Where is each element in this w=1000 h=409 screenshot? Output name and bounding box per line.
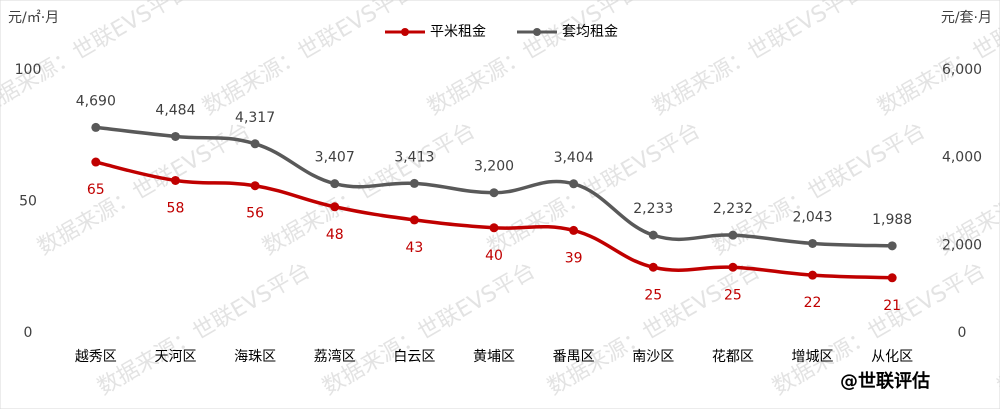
y2-tick-label: 0	[958, 325, 967, 341]
legend-label: 套均租金	[562, 24, 618, 40]
data-label: 2,232	[713, 201, 753, 217]
y-tick-label: 50	[19, 194, 37, 210]
data-label: 1,988	[872, 212, 912, 228]
point	[887, 241, 897, 251]
point	[170, 131, 180, 141]
legend-marker	[401, 28, 409, 36]
x-tick-label: 海珠区	[234, 349, 276, 365]
point	[648, 262, 658, 272]
x-tick-label: 越秀区	[75, 349, 117, 365]
x-tick-label: 南沙区	[632, 349, 674, 365]
data-label: 21	[883, 298, 901, 314]
data-label: 65	[87, 182, 105, 198]
data-label: 2,233	[633, 201, 673, 217]
point	[170, 175, 180, 185]
y2-tick-label: 2,000	[942, 237, 982, 253]
data-label: 39	[565, 250, 583, 266]
point	[569, 179, 579, 189]
point	[648, 230, 658, 240]
legend-marker	[533, 28, 541, 36]
x-tick-label: 从化区	[871, 349, 913, 365]
point	[91, 122, 101, 132]
point	[250, 139, 260, 149]
point	[728, 262, 738, 272]
point	[808, 270, 818, 280]
x-tick-label: 荔湾区	[314, 348, 356, 365]
point	[808, 238, 818, 248]
y-tick-label: 100	[15, 62, 42, 78]
point	[330, 179, 340, 189]
point	[489, 188, 499, 198]
data-label: 25	[644, 287, 662, 303]
y2-axis-label: 元/套·月	[941, 10, 992, 26]
data-label: 58	[167, 200, 185, 216]
data-label: 4,317	[235, 110, 275, 126]
data-label: 4,690	[76, 93, 116, 109]
point	[489, 223, 499, 233]
data-label: 3,200	[474, 159, 514, 175]
point	[91, 157, 101, 167]
point	[409, 178, 419, 188]
data-label: 3,404	[554, 150, 594, 166]
x-tick-label: 花都区	[712, 349, 754, 365]
y2-tick-label: 6,000	[942, 62, 982, 78]
x-tick-label: 白云区	[393, 349, 435, 365]
point	[728, 230, 738, 240]
legend-label: 平米租金	[430, 24, 486, 40]
data-label: 43	[405, 240, 423, 256]
data-label: 48	[326, 227, 344, 243]
point	[887, 273, 897, 283]
y2-tick-label: 4,000	[942, 150, 982, 166]
data-label: 3,407	[315, 150, 355, 166]
point	[409, 215, 419, 225]
data-label: 22	[804, 295, 822, 311]
point	[569, 225, 579, 235]
y-tick-label: 0	[24, 325, 33, 341]
x-tick-label: 黄埔区	[473, 348, 515, 365]
data-label: 56	[246, 206, 264, 222]
x-tick-label: 番禺区	[553, 349, 595, 365]
data-label: 3,413	[394, 149, 434, 165]
footer: @世联评估	[840, 370, 930, 392]
data-label: 40	[485, 248, 503, 264]
y-axis-label: 元/㎡·月	[8, 10, 59, 26]
point	[250, 181, 260, 191]
x-tick-label: 天河区	[154, 349, 196, 365]
x-tick-label: 增城区	[792, 349, 834, 365]
point	[330, 202, 340, 212]
data-label: 4,484	[155, 102, 195, 118]
data-label: 2,043	[792, 209, 832, 225]
data-label: 25	[724, 287, 742, 303]
